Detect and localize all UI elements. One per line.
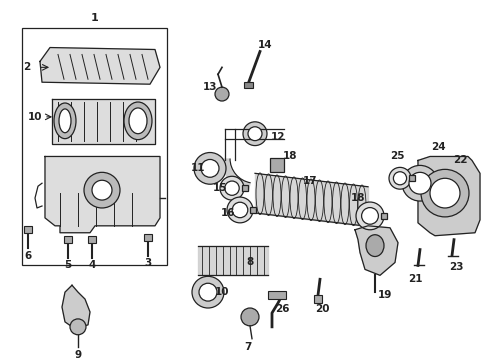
Circle shape	[215, 87, 229, 101]
Bar	[144, 234, 152, 241]
Text: 19: 19	[378, 290, 392, 300]
Ellipse shape	[54, 103, 76, 139]
Circle shape	[70, 319, 86, 335]
Circle shape	[409, 172, 431, 194]
Bar	[381, 213, 387, 219]
Circle shape	[421, 169, 469, 217]
Bar	[314, 295, 322, 303]
Polygon shape	[418, 157, 480, 236]
Polygon shape	[45, 157, 160, 233]
Text: 12: 12	[271, 132, 285, 142]
Circle shape	[92, 180, 112, 200]
Bar	[268, 291, 286, 299]
Text: 16: 16	[221, 208, 235, 218]
Bar	[88, 236, 96, 243]
Circle shape	[225, 181, 239, 195]
Text: 9: 9	[74, 350, 81, 360]
Circle shape	[201, 159, 219, 177]
Text: 7: 7	[245, 342, 252, 352]
Bar	[242, 185, 247, 191]
Text: 14: 14	[258, 40, 272, 50]
Text: 10: 10	[215, 287, 229, 297]
Circle shape	[356, 202, 384, 230]
Text: 22: 22	[453, 156, 467, 166]
Text: 11: 11	[191, 163, 205, 174]
Polygon shape	[52, 99, 155, 144]
Text: 25: 25	[390, 152, 404, 162]
Text: 24: 24	[431, 141, 445, 152]
Ellipse shape	[124, 102, 152, 140]
Circle shape	[362, 208, 378, 224]
Text: 2: 2	[24, 62, 30, 72]
Bar	[244, 82, 253, 88]
Text: 10: 10	[28, 112, 42, 122]
Circle shape	[232, 202, 248, 218]
Bar	[64, 236, 72, 243]
Circle shape	[241, 308, 259, 326]
Ellipse shape	[59, 109, 71, 133]
Text: 18: 18	[351, 193, 365, 203]
Text: 13: 13	[203, 82, 217, 92]
Polygon shape	[40, 48, 160, 84]
Circle shape	[393, 172, 407, 185]
Circle shape	[84, 172, 120, 208]
Text: 18: 18	[283, 152, 297, 162]
Circle shape	[430, 178, 460, 208]
Text: 20: 20	[315, 304, 329, 314]
Ellipse shape	[366, 235, 384, 257]
Bar	[22, 28, 167, 265]
Circle shape	[389, 167, 411, 189]
Text: 5: 5	[64, 260, 72, 270]
Circle shape	[220, 176, 244, 200]
Polygon shape	[62, 285, 90, 329]
Text: 3: 3	[145, 258, 151, 269]
Text: 8: 8	[246, 257, 254, 267]
Circle shape	[194, 153, 226, 184]
Bar	[270, 158, 284, 172]
Bar	[250, 207, 256, 213]
Bar	[409, 175, 415, 181]
Text: 23: 23	[449, 262, 463, 273]
Circle shape	[402, 165, 438, 201]
Text: 17: 17	[303, 176, 318, 186]
Ellipse shape	[129, 108, 147, 134]
Text: 15: 15	[213, 183, 227, 193]
Circle shape	[199, 283, 217, 301]
Text: 4: 4	[88, 260, 96, 270]
Bar	[24, 226, 32, 233]
Text: 6: 6	[24, 251, 32, 261]
Circle shape	[227, 197, 253, 223]
Polygon shape	[355, 226, 398, 275]
Text: 1: 1	[91, 13, 99, 23]
Circle shape	[248, 127, 262, 141]
Circle shape	[243, 122, 267, 145]
Text: 26: 26	[275, 304, 289, 314]
Text: 21: 21	[408, 274, 422, 284]
Circle shape	[192, 276, 224, 308]
